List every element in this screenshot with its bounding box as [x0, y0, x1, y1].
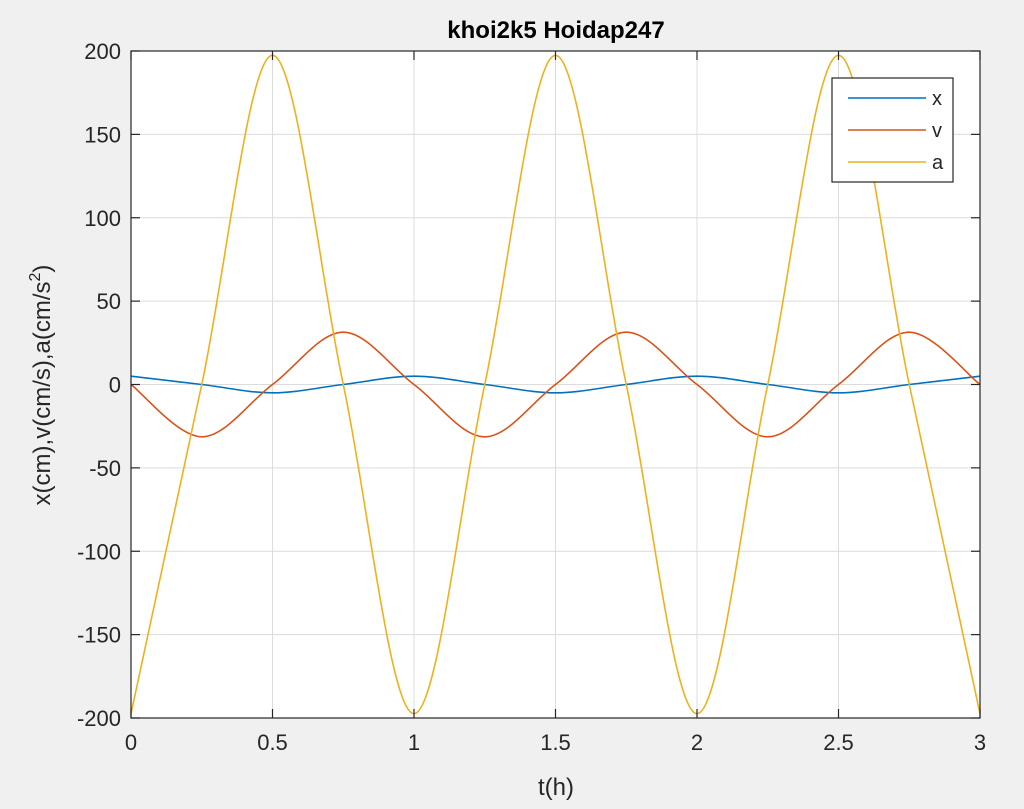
chart-title: khoi2k5 Hoidap247: [447, 17, 664, 44]
x-tick-label: 2: [691, 730, 703, 755]
x-tick-label: 2.5: [823, 730, 854, 755]
y-tick-label: 200: [84, 39, 121, 64]
y-tick-label: -200: [77, 706, 121, 731]
y-tick-label: 150: [84, 122, 121, 147]
y-tick-label: -100: [77, 539, 121, 564]
x-tick-label: 0: [125, 730, 137, 755]
x-tick-label: 1: [408, 730, 420, 755]
x-tick-label: 1.5: [540, 730, 571, 755]
series-line-x: [130, 375, 981, 394]
y-tick-label: -150: [77, 623, 121, 648]
y-axis-label: x(cm),v(cm/s),a(cm/s2): [27, 265, 56, 506]
x-tick-label: 3: [974, 730, 986, 755]
y-tick-label: -50: [89, 456, 121, 481]
legend-label-v: v: [932, 120, 942, 142]
legend-label-a: a: [932, 152, 944, 174]
x-tick-label: 0.5: [257, 730, 288, 755]
y-tick-label: 50: [97, 289, 121, 314]
legend[interactable]: xva: [831, 77, 954, 183]
series-line-v: [130, 331, 981, 438]
y-tick-label: 100: [84, 206, 121, 231]
axis-ticks: 0 0.5 1 1.5 2 2.5 3 -200 -150 -100 -50 0 50 100 150 200: [77, 39, 986, 755]
x-axis-label: t(h): [538, 774, 574, 801]
legend-label-x: x: [932, 88, 942, 110]
y-tick-label: 0: [109, 373, 121, 398]
